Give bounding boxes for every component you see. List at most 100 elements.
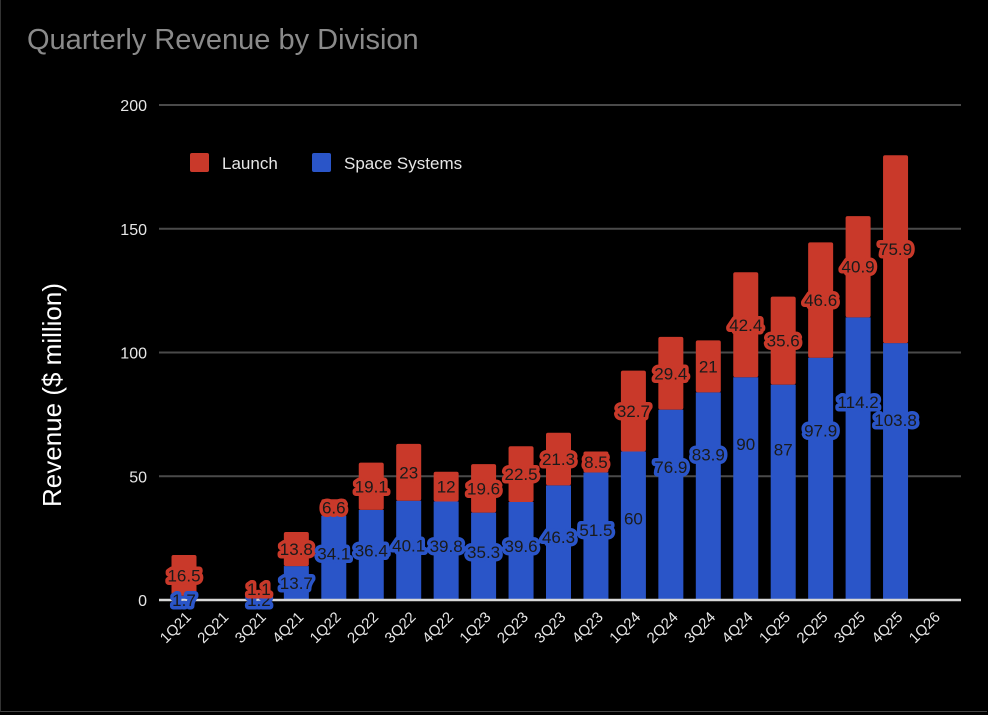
data-label-space-systems: 39.6 [505,537,538,556]
data-label-space-systems: 1.2 [247,591,271,610]
bar-launch[interactable] [620,370,646,452]
data-label-space-systems: 35.3 [467,543,500,562]
data-label-space-systems: 34.1 [317,545,350,564]
bar-launch[interactable] [658,336,684,410]
bar-launch[interactable] [733,272,759,378]
data-label-space-systems: 40.1 [392,536,425,555]
data-label-launch: 22.5 [505,465,538,484]
bar-space-systems[interactable] [508,501,534,600]
x-tick-label: 1Q22 [307,609,345,647]
bar-space-systems[interactable] [321,515,347,600]
data-label-launch: 6.6 [322,498,346,517]
x-tick-label: 1Q26 [906,609,944,647]
bar-launch[interactable] [770,296,796,385]
bar-space-systems[interactable] [808,357,834,600]
data-label-space-systems: 13.7 [280,574,313,593]
y-tick-label: 150 [120,222,147,239]
data-label-launch: 23 [399,463,418,482]
bar-launch[interactable] [808,242,834,358]
data-labels: 1.7 16.5 1.21.1 13.7 13.8 34.1 6.6 36.4 19.1 40.1… [164,237,920,614]
bar-space-systems[interactable] [358,509,384,600]
bar-space-systems[interactable] [546,485,571,600]
x-tick-label: 3Q25 [831,609,869,647]
legend-label-space-systems: Space Systems [344,154,462,173]
data-label-launch: 1.1 [247,580,271,599]
bar-launch[interactable] [396,443,422,501]
data-label-space-systems: 1.7 [172,591,196,610]
bar-launch[interactable] [583,451,609,473]
data-label-launch: 19.1 [355,477,388,496]
x-tick-label: 2Q25 [794,609,832,647]
data-label-launch: 19.6 [467,479,500,498]
gridlines [159,104,961,478]
data-label-launch: 16.5 [167,566,200,585]
x-tick-label: 2Q21 [194,609,232,647]
data-label-launch: 35.6 [767,332,800,351]
data-label-launch: 21.3 [542,450,575,469]
data-label-launch: 13.8 [280,540,313,559]
data-label-launch: 46.6 [804,291,837,310]
data-label-space-systems: 114.2 [837,393,878,412]
bar-space-systems[interactable] [171,595,197,600]
x-tick-label: 1Q23 [456,609,494,647]
data-label-space-systems: 51.5 [579,521,612,540]
data-label-launch: 21 [699,357,718,376]
bar-launch[interactable] [695,340,721,393]
x-tick-label: 1Q24 [606,609,644,647]
data-label-launch: 42.4 [729,316,762,335]
y-axis-ticks: 0 50 100 150 200 [120,98,147,610]
x-tick-label: 4Q24 [719,609,757,647]
bar-launch[interactable] [246,594,272,598]
x-tick-label: 2Q22 [344,609,382,647]
y-tick-label: 0 [138,593,147,610]
data-label-space-systems: 60 [624,509,643,528]
bar-launch[interactable] [283,531,309,567]
bar-space-systems[interactable] [845,317,871,600]
legend-item-launch[interactable]: Launch [190,153,278,173]
x-tick-label: 2Q23 [494,609,532,647]
data-label-space-systems: 87 [774,440,793,459]
x-axis-ticks: 1Q21 2Q21 3Q21 4Q21 1Q22 2Q22 3Q22 4Q22 1Q23 2Q23… [157,609,944,647]
bar-space-systems[interactable] [733,377,759,600]
legend-swatch-launch [190,153,209,172]
bar-launch[interactable] [171,554,197,596]
x-tick-label: 4Q23 [569,609,607,647]
bar-space-systems[interactable] [620,451,646,601]
y-axis-label: Revenue ($ million) [37,283,67,507]
data-label-space-systems: 39.8 [430,537,463,556]
bar-launch[interactable] [546,432,571,486]
bar-space-systems[interactable] [883,343,909,600]
bar-space-systems[interactable] [583,472,609,600]
bar-space-systems[interactable] [433,501,459,600]
data-label-space-systems: 76.9 [654,458,687,477]
chart-title: Quarterly Revenue by Division [27,24,419,56]
data-label-space-systems: 97.9 [804,421,837,440]
bar-space-systems[interactable] [695,392,721,600]
bar-launch[interactable] [321,499,347,516]
bar-space-systems[interactable] [770,384,796,600]
y-tick-label: 50 [129,469,147,486]
legend: Launch Space Systems [190,153,462,173]
x-tick-label: 3Q21 [232,609,270,647]
bars [171,155,909,601]
legend-item-space-systems[interactable]: Space Systems [312,153,462,173]
y-tick-label: 100 [120,346,147,363]
bar-launch[interactable] [471,464,497,513]
bar-space-systems[interactable] [471,512,497,600]
data-label-space-systems: 103.8 [874,411,917,430]
bar-launch[interactable] [358,462,384,510]
legend-swatch-space-systems [312,153,331,172]
data-label-launch: 32.7 [617,402,650,421]
bar-space-systems[interactable] [246,597,272,600]
bar-launch[interactable] [433,471,459,502]
bar-launch[interactable] [508,446,534,502]
data-label-launch: 12 [437,478,456,497]
bar-launch[interactable] [845,216,871,318]
data-label-launch: 75.9 [879,240,912,259]
data-label-space-systems: 90 [736,435,755,454]
bar-space-systems[interactable] [283,566,309,600]
bar-space-systems[interactable] [396,500,422,600]
bar-launch[interactable] [883,155,909,344]
bar-space-systems[interactable] [658,409,684,600]
